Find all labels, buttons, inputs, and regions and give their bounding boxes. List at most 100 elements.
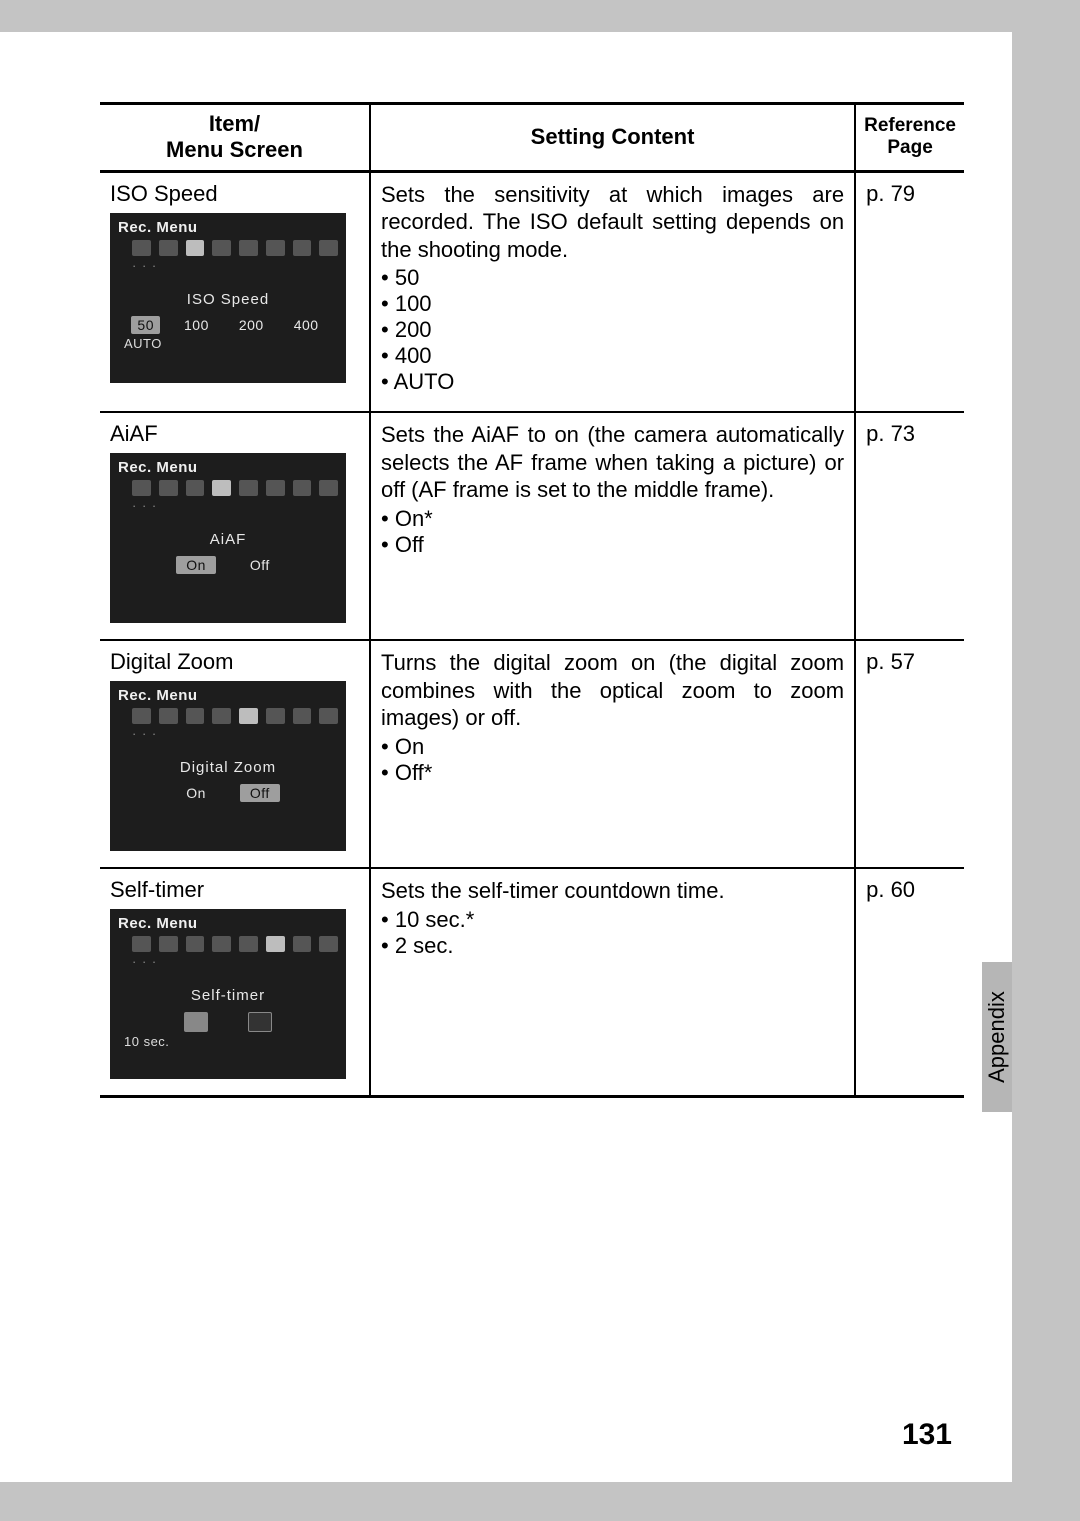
setting-bullet-item: On* xyxy=(381,506,844,532)
settings-table-body: ISO SpeedRec. Menu· · ·ISO Speed50100200… xyxy=(100,171,964,1097)
menu-screen-tab-icon xyxy=(239,480,258,496)
header-content-text: Setting Content xyxy=(531,124,695,149)
menu-screen-title: Rec. Menu xyxy=(118,687,338,704)
menu-screen-title: Rec. Menu xyxy=(118,219,338,236)
setting-bullet-item: 10 sec.* xyxy=(381,907,844,933)
menu-screen-setting-label: Digital Zoom xyxy=(118,759,338,776)
menu-screen-tab-icon xyxy=(159,708,178,724)
setting-bullets: OnOff* xyxy=(381,734,844,786)
setting-bullets: 10 sec.*2 sec. xyxy=(381,907,844,959)
menu-screen-tab-icon xyxy=(212,936,231,952)
menu-screen-tab-icon xyxy=(319,708,338,724)
menu-screen-iconrow xyxy=(132,480,338,496)
manual-page: Item/Menu Screen Setting Content Referen… xyxy=(0,32,1012,1482)
menu-screen-option: 400 xyxy=(288,316,325,334)
menu-screen-iconrow xyxy=(132,936,338,952)
cell-reference-page: p. 79 xyxy=(855,171,964,412)
cell-item: ISO SpeedRec. Menu· · ·ISO Speed50100200… xyxy=(100,171,370,412)
menu-screen-iconrow xyxy=(132,240,338,256)
menu-screen-timer-options xyxy=(118,1012,338,1032)
setting-bullet-item: 50 xyxy=(381,265,844,291)
header-reference-text: ReferencePage xyxy=(864,115,956,159)
menu-screen-option: 100 xyxy=(178,316,215,334)
col-header-item: Item/Menu Screen xyxy=(100,104,370,172)
menu-screen-tab-icon xyxy=(186,708,205,724)
menu-screen-tab-icon xyxy=(186,480,205,496)
header-item-text: Item/Menu Screen xyxy=(166,111,303,162)
table-row: Self-timer Rec. Menu · · · Self-timer 10 sec… xyxy=(100,868,964,1097)
menu-screen-option: On xyxy=(176,556,216,574)
menu-screen-tab-icon xyxy=(266,936,285,952)
menu-screen-subrow: · · · xyxy=(132,954,338,969)
menu-screen-tab-icon xyxy=(319,480,338,496)
col-header-reference: ReferencePage xyxy=(855,104,964,172)
menu-screen-tab-icon xyxy=(266,708,285,724)
item-title: ISO Speed xyxy=(110,181,359,207)
setting-bullets: 50100200400AUTO xyxy=(381,265,844,395)
setting-bullet-item: 400 xyxy=(381,343,844,369)
cell-reference-page: p. 73 xyxy=(855,412,964,640)
menu-screen-option: Off xyxy=(240,784,280,802)
menu-screen-options: On Off xyxy=(118,556,338,574)
table-row: AiAFRec. Menu· · ·AiAFOnOffSets the AiAF… xyxy=(100,412,964,640)
menu-screen-subrow: · · · xyxy=(132,498,338,513)
menu-screen-footer: 10 sec. xyxy=(124,1034,338,1049)
menu-screen-tab-icon xyxy=(212,240,231,256)
setting-description: Turns the digital zoom on (the digital z… xyxy=(381,649,844,732)
cell-item: Digital ZoomRec. Menu· · ·Digital ZoomOn… xyxy=(100,640,370,868)
menu-screen-tab-icon xyxy=(319,936,338,952)
timer-option-icon xyxy=(184,1012,208,1032)
setting-description: Sets the AiAF to on (the camera automati… xyxy=(381,421,844,504)
menu-screen-setting-label: Self-timer xyxy=(118,987,338,1004)
setting-bullet-item: Off xyxy=(381,532,844,558)
menu-screen-tab-icon xyxy=(159,936,178,952)
setting-bullet-item: 2 sec. xyxy=(381,933,844,959)
cell-item: Self-timer Rec. Menu · · · Self-timer 10 sec… xyxy=(100,868,370,1097)
menu-screen-tab-icon xyxy=(293,708,312,724)
menu-screen-thumbnail: Rec. Menu· · ·AiAFOnOff xyxy=(110,453,346,623)
col-header-content: Setting Content xyxy=(370,104,855,172)
menu-screen-tab-icon xyxy=(293,936,312,952)
setting-bullet-item: 200 xyxy=(381,317,844,343)
item-title: Digital Zoom xyxy=(110,649,359,675)
menu-screen-subrow: · · · xyxy=(132,258,338,273)
menu-screen-tab-icon xyxy=(319,240,338,256)
settings-table: Item/Menu Screen Setting Content Referen… xyxy=(100,102,964,1098)
menu-screen-options: On Off xyxy=(118,784,338,802)
menu-screen-tab-icon xyxy=(293,240,312,256)
menu-screen-option: Off xyxy=(240,556,280,574)
menu-screen-tab-icon xyxy=(132,480,151,496)
menu-screen-footer: AUTO xyxy=(124,336,338,351)
menu-screen-tab-icon xyxy=(239,708,258,724)
menu-screen-title: Rec. Menu xyxy=(118,459,338,476)
menu-screen-tab-icon xyxy=(132,936,151,952)
menu-screen-thumbnail: Rec. Menu· · ·Digital ZoomOnOff xyxy=(110,681,346,851)
item-title: AiAF xyxy=(110,421,359,447)
menu-screen-title: Rec. Menu xyxy=(118,915,338,932)
menu-screen-tab-icon xyxy=(266,240,285,256)
menu-screen-tab-icon xyxy=(132,240,151,256)
menu-screen-tab-icon xyxy=(159,240,178,256)
menu-screen-tab-icon xyxy=(212,708,231,724)
menu-screen-option: 200 xyxy=(233,316,270,334)
side-tab-label: Appendix xyxy=(984,991,1010,1083)
side-tab-appendix: Appendix xyxy=(982,962,1012,1112)
menu-screen-tab-icon xyxy=(186,936,205,952)
cell-reference-page: p. 60 xyxy=(855,868,964,1097)
menu-screen-setting-label: ISO Speed xyxy=(118,291,338,308)
cell-setting-content: Sets the sensitivity at which images are… xyxy=(370,171,855,412)
menu-screen-tab-icon xyxy=(159,480,178,496)
menu-screen-options: 50100200400 xyxy=(118,316,338,334)
page-number: 131 xyxy=(902,1418,952,1452)
item-title: Self-timer xyxy=(110,877,359,903)
menu-screen-thumbnail: Rec. Menu· · ·ISO Speed50100200400AUTO xyxy=(110,213,346,383)
setting-bullet-item: 100 xyxy=(381,291,844,317)
setting-bullet-item: Off* xyxy=(381,760,844,786)
menu-screen-option: On xyxy=(176,784,216,802)
menu-screen-thumbnail: Rec. Menu · · · Self-timer 10 sec. xyxy=(110,909,346,1079)
setting-bullets: On*Off xyxy=(381,506,844,558)
cell-setting-content: Turns the digital zoom on (the digital z… xyxy=(370,640,855,868)
cell-setting-content: Sets the AiAF to on (the camera automati… xyxy=(370,412,855,640)
menu-screen-tab-icon xyxy=(266,480,285,496)
setting-description: Sets the sensitivity at which images are… xyxy=(381,181,844,264)
